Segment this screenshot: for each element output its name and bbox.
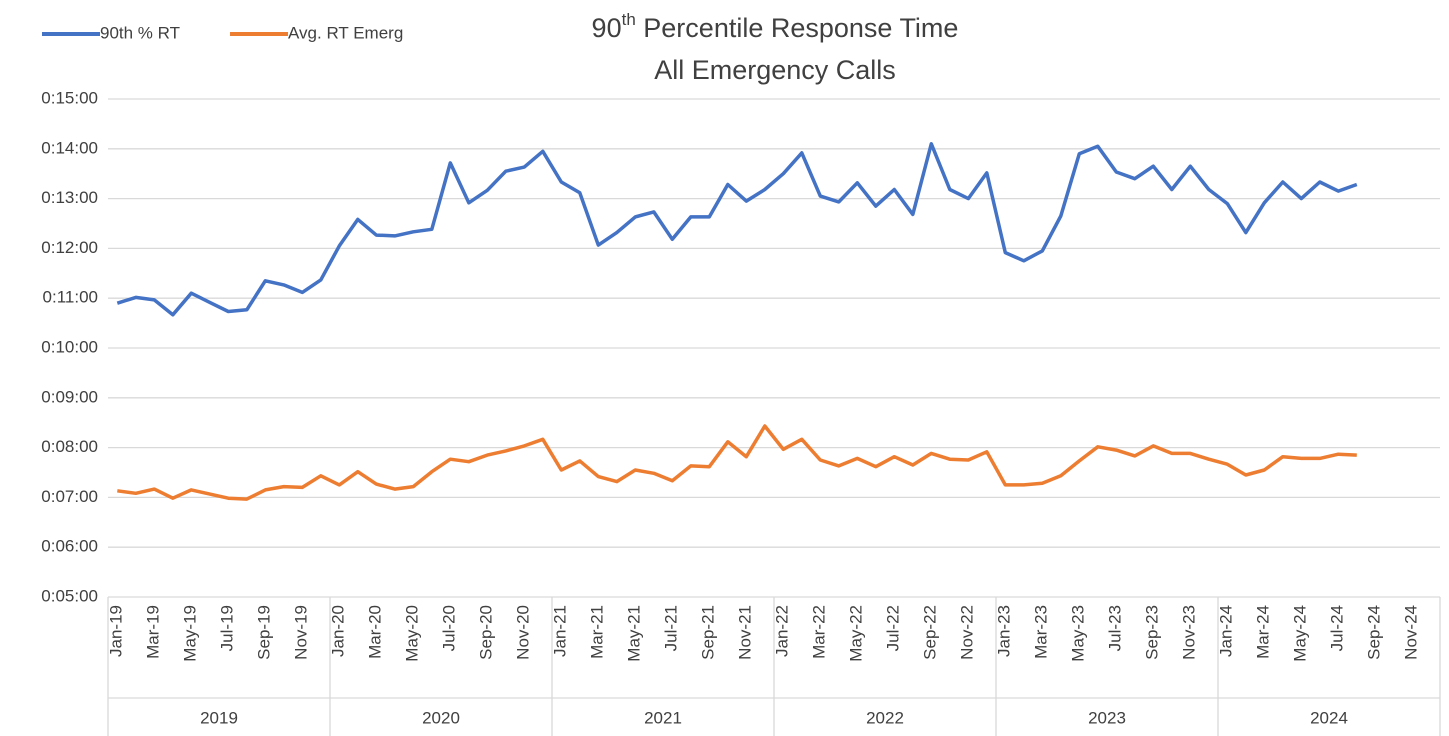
x-tick-label: Sep-21 <box>699 605 718 660</box>
x-tick-label: Jul-20 <box>440 605 459 651</box>
x-tick-label: Jul-19 <box>218 605 237 651</box>
x-tick-label: Mar-19 <box>144 605 163 659</box>
group-label: 2024 <box>1310 708 1348 727</box>
x-tick-label: Mar-21 <box>588 605 607 659</box>
x-tick-label: Jul-21 <box>662 605 681 651</box>
x-tick-label: May-19 <box>181 605 200 662</box>
group-label: 2022 <box>866 708 904 727</box>
y-tick-label: 0:08:00 <box>41 437 98 456</box>
x-tick-label: Nov-21 <box>736 605 755 660</box>
group-label: 2021 <box>644 708 682 727</box>
x-tick-label: Mar-23 <box>1032 605 1051 659</box>
x-tick-label: Nov-24 <box>1402 605 1421 660</box>
y-tick-label: 0:13:00 <box>41 188 98 207</box>
x-tick-label: May-24 <box>1291 605 1310 662</box>
chart-title: 90th Percentile Response Time <box>592 10 959 43</box>
title-rest: Percentile Response Time <box>636 13 959 43</box>
x-tick-label: Mar-20 <box>366 605 385 659</box>
x-tick-label: Jan-22 <box>773 605 792 657</box>
x-tick-label: Mar-22 <box>810 605 829 659</box>
y-tick-label: 0:07:00 <box>41 487 98 506</box>
title-number: 90 <box>592 13 622 43</box>
x-tick-label: Jan-24 <box>1217 605 1236 657</box>
x-tick-label: Jan-20 <box>329 605 348 657</box>
legend-label: Avg. RT Emerg <box>288 23 403 42</box>
x-tick-label: Jan-21 <box>551 605 570 657</box>
group-label: 2019 <box>200 708 238 727</box>
y-tick-label: 0:14:00 <box>41 138 98 157</box>
legend-label: 90th % RT <box>100 23 180 42</box>
x-tick-label: May-22 <box>847 605 866 662</box>
x-tick-label: Mar-24 <box>1254 605 1273 659</box>
y-tick-label: 0:10:00 <box>41 337 98 356</box>
x-tick-label: Jan-23 <box>995 605 1014 657</box>
x-tick-label: Jul-24 <box>1328 605 1347 651</box>
x-tick-label: Nov-23 <box>1180 605 1199 660</box>
x-tick-label: Sep-24 <box>1365 605 1384 660</box>
chart-subtitle: All Emergency Calls <box>654 55 896 85</box>
series-line <box>116 142 1358 317</box>
x-tick-label: May-23 <box>1069 605 1088 662</box>
y-tick-label: 0:09:00 <box>41 387 98 406</box>
y-tick-label: 0:06:00 <box>41 537 98 556</box>
x-tick-label: Jul-22 <box>884 605 903 651</box>
x-tick-label: Nov-20 <box>514 605 533 660</box>
series-line <box>117 424 1357 501</box>
x-tick-label: May-20 <box>403 605 422 662</box>
x-tick-label: Nov-19 <box>292 605 311 660</box>
x-tick-label: Nov-22 <box>958 605 977 660</box>
group-label: 2023 <box>1088 708 1126 727</box>
x-tick-label: Jan-19 <box>107 605 126 657</box>
y-tick-label: 0:15:00 <box>41 88 98 107</box>
x-tick-label: May-21 <box>625 605 644 662</box>
x-tick-label: Sep-20 <box>477 605 496 660</box>
x-tick-label: Jul-23 <box>1106 605 1125 651</box>
title-sup: th <box>622 10 636 29</box>
y-tick-label: 0:12:00 <box>41 238 98 257</box>
group-label: 2020 <box>422 708 460 727</box>
y-tick-label: 0:11:00 <box>43 288 98 307</box>
y-tick-label: 0:05:00 <box>41 586 98 605</box>
x-tick-label: Sep-23 <box>1143 605 1162 660</box>
x-tick-label: Sep-22 <box>921 605 940 660</box>
x-tick-label: Sep-19 <box>255 605 274 660</box>
